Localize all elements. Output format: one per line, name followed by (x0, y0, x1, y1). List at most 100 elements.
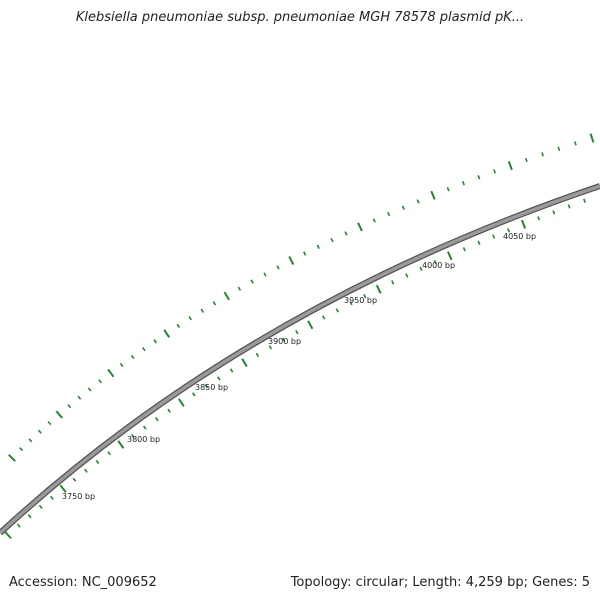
scale-label-3850: 3850 bp (195, 383, 228, 392)
outer-major-tick (55, 410, 63, 419)
plasmid-backbone-fill (0, 184, 600, 535)
outer-minor-tick (401, 205, 405, 210)
inner-minor-tick (38, 504, 43, 510)
scale-label-3900: 3900 bp (268, 337, 301, 346)
topology-info: Topology: circular; Length: 4,259 bp; Ge… (291, 575, 590, 590)
inner-minor-tick (567, 204, 571, 209)
inner-minor-tick (405, 273, 409, 278)
inner-minor-tick (217, 376, 221, 381)
genes-value: 5 (581, 575, 590, 590)
inner-minor-tick (281, 337, 286, 342)
inner-minor-tick (322, 315, 326, 320)
outer-minor-tick (153, 339, 157, 344)
outer-major-tick (288, 256, 295, 265)
inner-minor-tick (507, 228, 511, 233)
outer-major-tick (430, 190, 436, 200)
outer-minor-tick (461, 181, 465, 186)
inner-minor-tick (349, 301, 353, 306)
outer-minor-tick (98, 379, 103, 384)
scale-label-3800: 3800 bp (127, 435, 160, 444)
outer-minor-tick (557, 146, 561, 151)
inner-minor-tick (204, 384, 208, 389)
inner-major-tick (177, 398, 185, 407)
inner-major-tick (4, 530, 12, 540)
scale-label-4050: 4050 bp (503, 232, 536, 241)
scale-label-3750: 3750 bp (62, 492, 95, 501)
inner-minor-tick (49, 495, 54, 500)
inner-tick-ring (4, 198, 586, 540)
outer-minor-tick (130, 354, 135, 360)
outer-minor-tick (330, 237, 334, 243)
outer-minor-tick (142, 347, 146, 352)
outer-tick-ring (8, 133, 595, 462)
outer-minor-tick (387, 211, 391, 217)
outer-minor-tick (303, 251, 307, 256)
inner-minor-tick (155, 417, 159, 422)
inner-minor-tick (84, 468, 88, 473)
inner-minor-tick (255, 352, 260, 358)
outer-major-tick (8, 454, 16, 462)
outer-minor-tick (573, 141, 577, 146)
inner-minor-tick (295, 330, 299, 335)
inner-minor-tick (477, 240, 481, 246)
inner-minor-tick (583, 198, 586, 203)
outer-minor-tick (250, 279, 254, 284)
outer-minor-tick (416, 199, 420, 204)
outer-major-tick (163, 329, 171, 338)
outer-minor-tick (28, 438, 33, 443)
outer-minor-tick (212, 301, 217, 306)
inner-major-tick (117, 440, 125, 449)
inner-minor-tick (130, 433, 135, 439)
outer-minor-tick (541, 152, 544, 157)
accession-label: Accession: (9, 575, 78, 590)
scale-labels: 3750 bp 3800 bp 3850 bp 3900 bp 3950 bp … (62, 232, 536, 501)
outer-minor-tick (237, 286, 242, 291)
inner-minor-tick (391, 280, 395, 285)
inner-major-tick (241, 358, 248, 368)
scale-label-3950: 3950 bp (344, 296, 377, 305)
inner-major-tick (375, 284, 382, 294)
inner-minor-tick (268, 345, 273, 350)
outer-minor-tick (524, 157, 528, 163)
outer-minor-tick (77, 395, 82, 400)
outer-minor-tick (119, 362, 124, 368)
outer-minor-tick (276, 265, 280, 270)
accession-value: NC_009652 (81, 575, 157, 590)
scale-label-4000: 4000 bp (422, 261, 455, 270)
genes-label: Genes: (532, 575, 578, 590)
inner-minor-tick (552, 210, 556, 215)
map-title: Klebsiella pneumoniae subsp. pneumoniae … (75, 10, 525, 25)
inner-minor-tick (335, 308, 339, 313)
inner-minor-tick (107, 451, 111, 456)
outer-minor-tick (87, 387, 92, 392)
outer-major-tick (357, 222, 363, 232)
outer-minor-tick (19, 447, 24, 452)
outer-minor-tick (176, 323, 181, 329)
inner-minor-tick (462, 247, 466, 252)
length-value: 4,259 bp; (465, 575, 528, 590)
outer-major-tick (223, 291, 230, 301)
inner-minor-tick (167, 408, 171, 413)
outer-minor-tick (263, 272, 267, 277)
outer-minor-tick (477, 175, 481, 180)
inner-minor-tick (142, 425, 147, 430)
outer-minor-tick (493, 169, 497, 174)
inner-minor-tick (419, 266, 423, 272)
topology-value: circular; (355, 575, 409, 590)
outer-minor-tick (188, 316, 192, 321)
outer-minor-tick (446, 187, 450, 192)
outer-major-tick (107, 368, 115, 378)
inner-minor-tick (433, 260, 437, 265)
inner-minor-tick (229, 368, 234, 373)
outer-major-tick (507, 161, 513, 171)
topology-label: Topology: (290, 575, 352, 590)
outer-minor-tick (344, 231, 348, 236)
inner-minor-tick (72, 477, 77, 482)
inner-major-tick (446, 251, 453, 261)
outer-minor-tick (37, 429, 42, 434)
inner-minor-tick (363, 294, 367, 299)
inner-minor-tick (16, 523, 21, 528)
inner-minor-tick (192, 392, 196, 397)
inner-major-tick (520, 219, 527, 229)
